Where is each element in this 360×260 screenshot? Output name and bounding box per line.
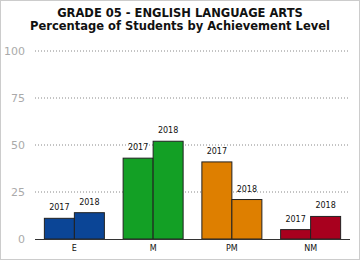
- y-tick-label: 100: [4, 45, 25, 58]
- bar: [44, 218, 74, 239]
- grid-line: [35, 98, 350, 99]
- series-label: 2018: [237, 185, 257, 194]
- bar: [232, 200, 262, 239]
- series-label: 2017: [207, 147, 227, 156]
- y-tick-label: 25: [11, 186, 25, 199]
- series-label: 2017: [49, 203, 69, 212]
- y-tick-label: 0: [18, 233, 25, 246]
- series-label: 2017: [285, 215, 305, 224]
- bar: [311, 216, 341, 239]
- title: GRADE 05 - ENGLISH LANGUAGE ARTS: [57, 6, 303, 20]
- series-label: 2017: [128, 143, 148, 152]
- series-label: 2018: [315, 201, 335, 210]
- bars: [44, 141, 340, 239]
- series-label: 2018: [158, 126, 178, 135]
- bar: [202, 162, 232, 239]
- bar: [281, 230, 311, 239]
- x-tick-label: PM: [226, 244, 238, 253]
- x-axis: [35, 239, 350, 240]
- bar: [74, 213, 104, 239]
- background: [1, 1, 360, 260]
- bar: [123, 158, 153, 239]
- chart: GRADE 05 - ENGLISH LANGUAGE ARTSPercenta…: [0, 0, 360, 260]
- y-tick-label: 50: [11, 139, 25, 152]
- subtitle: Percentage of Students by Achievement Le…: [30, 19, 330, 33]
- series-label: 2018: [79, 198, 99, 207]
- x-tick-label: E: [72, 244, 77, 253]
- x-tick-label: M: [150, 244, 157, 253]
- x-tick-label: NM: [304, 244, 317, 253]
- grid-line: [35, 145, 350, 146]
- y-tick-label: 75: [11, 92, 25, 105]
- grid-line: [35, 51, 350, 52]
- bar: [153, 141, 183, 239]
- grid-line: [35, 192, 350, 193]
- chart-container: GRADE 05 - ENGLISH LANGUAGE ARTSPercenta…: [0, 0, 360, 260]
